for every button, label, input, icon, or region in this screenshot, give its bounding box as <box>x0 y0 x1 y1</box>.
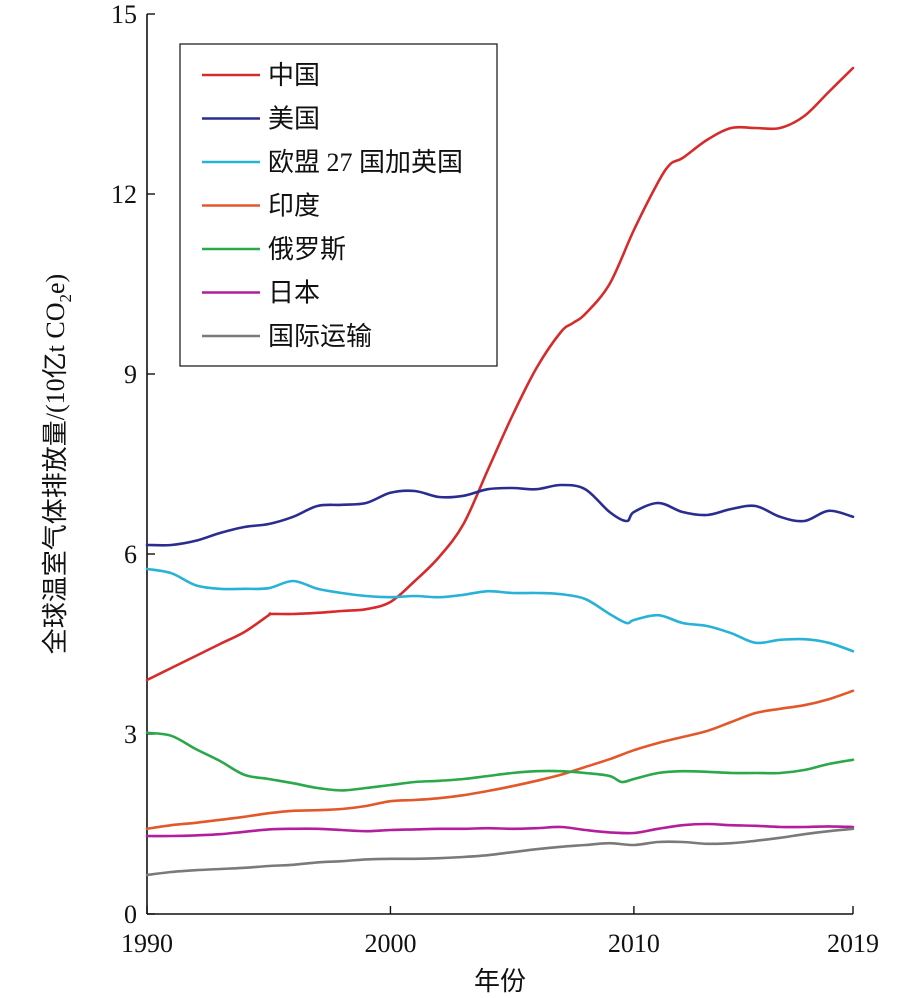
y-tick-label: 12 <box>111 180 137 209</box>
series-line-2 <box>145 567 855 653</box>
y-tick-label: 6 <box>124 540 137 569</box>
x-tick-label: 2010 <box>608 929 660 958</box>
legend-label: 印度 <box>268 192 320 221</box>
series-line-6 <box>145 827 855 877</box>
series-line-0 <box>145 66 855 682</box>
series-line-5 <box>145 822 855 838</box>
y-tick-label: 3 <box>124 720 137 749</box>
legend-label: 美国 <box>268 105 320 134</box>
series-line-4 <box>145 731 855 792</box>
axes: 0 3 6 9 12 15 1990 2000 2010 2019 <box>111 0 879 958</box>
series-line-1 <box>145 483 855 547</box>
y-tick-label: 15 <box>111 0 137 29</box>
x-tick-label: 2019 <box>827 929 879 958</box>
x-axis-title: 年份 <box>474 967 526 996</box>
x-tick-label: 2000 <box>364 929 416 958</box>
y-axis-title-tail: e) <box>41 274 70 294</box>
y-tick-label: 0 <box>124 900 137 929</box>
x-tick-label: 1990 <box>121 929 173 958</box>
series-lines <box>145 66 855 877</box>
legend-label: 中国 <box>268 61 320 90</box>
y-axis-title-subscript: 2 <box>56 294 75 303</box>
legend-label: 欧盟 27 国加英国 <box>268 148 463 177</box>
series-line-3 <box>145 689 855 831</box>
legend-label: 俄罗斯 <box>268 235 346 264</box>
legend-box <box>179 43 498 367</box>
y-axis-title: 全球温室气体排放量/(10亿t CO2e) <box>41 274 75 654</box>
legend-label: 日本 <box>268 279 320 308</box>
legend-label: 国际运输 <box>268 322 372 351</box>
y-tick-label: 9 <box>124 360 137 389</box>
y-axis-title-main: 全球温室气体排放量/(10亿t CO <box>41 302 70 654</box>
